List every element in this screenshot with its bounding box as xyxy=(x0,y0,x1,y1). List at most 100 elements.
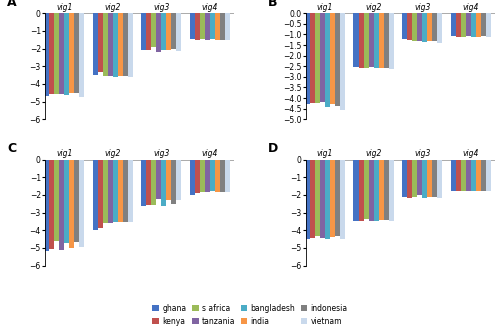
Bar xyxy=(172,160,176,204)
Bar xyxy=(80,160,84,247)
Bar xyxy=(315,160,320,236)
Bar xyxy=(407,160,412,198)
Bar xyxy=(364,160,368,219)
Bar xyxy=(460,13,466,37)
Bar xyxy=(335,160,340,236)
Bar xyxy=(407,13,412,40)
Bar xyxy=(195,160,200,193)
Bar xyxy=(378,160,384,220)
Bar xyxy=(417,13,422,41)
Text: B: B xyxy=(268,0,278,9)
Bar xyxy=(450,13,456,36)
Bar xyxy=(225,160,230,192)
Bar xyxy=(368,13,374,67)
Bar xyxy=(195,13,200,40)
Bar xyxy=(310,160,315,238)
Bar xyxy=(471,160,476,191)
Bar xyxy=(128,160,133,222)
Bar xyxy=(466,13,471,36)
Bar xyxy=(220,13,225,40)
Bar xyxy=(374,160,378,221)
Bar xyxy=(417,160,422,195)
Bar xyxy=(74,13,80,93)
Bar xyxy=(335,13,340,106)
Bar xyxy=(166,160,172,200)
Bar xyxy=(118,160,123,222)
Bar xyxy=(141,160,146,206)
Bar xyxy=(69,13,74,93)
Bar xyxy=(176,160,182,200)
Bar xyxy=(330,13,335,105)
Bar xyxy=(476,160,481,191)
Text: A: A xyxy=(7,0,17,9)
Bar xyxy=(476,13,481,37)
Bar xyxy=(54,160,59,241)
Legend: ghana, kenya, s africa, tanzania, bangladesh, india, indonesia, vietnam: ghana, kenya, s africa, tanzania, bangla… xyxy=(150,302,350,328)
Bar xyxy=(102,13,108,76)
Bar xyxy=(108,160,112,223)
Bar xyxy=(456,160,460,191)
Bar xyxy=(141,13,146,49)
Bar xyxy=(64,160,69,243)
Bar xyxy=(471,13,476,37)
Bar xyxy=(102,160,108,223)
Bar xyxy=(44,160,49,251)
Bar xyxy=(481,160,486,191)
Bar xyxy=(49,160,54,249)
Bar xyxy=(123,160,128,222)
Bar xyxy=(384,13,389,68)
Bar xyxy=(146,13,151,50)
Bar xyxy=(450,160,456,191)
Bar xyxy=(330,160,335,237)
Bar xyxy=(412,160,417,197)
Bar xyxy=(162,160,166,207)
Bar xyxy=(374,13,378,68)
Bar xyxy=(402,13,407,39)
Bar xyxy=(325,13,330,107)
Bar xyxy=(205,160,210,192)
Bar xyxy=(340,13,345,110)
Bar xyxy=(44,13,49,96)
Bar xyxy=(438,13,442,43)
Bar xyxy=(378,13,384,68)
Bar xyxy=(92,13,98,75)
Text: D: D xyxy=(268,142,278,155)
Bar xyxy=(162,13,166,50)
Bar xyxy=(402,160,407,197)
Bar xyxy=(54,13,59,94)
Bar xyxy=(210,160,215,191)
Bar xyxy=(59,13,64,94)
Bar xyxy=(146,160,151,205)
Bar xyxy=(305,13,310,105)
Bar xyxy=(305,160,310,239)
Bar xyxy=(215,160,220,192)
Bar xyxy=(389,160,394,221)
Bar xyxy=(118,13,123,76)
Bar xyxy=(69,160,74,248)
Bar xyxy=(432,160,438,197)
Bar xyxy=(456,13,460,37)
Bar xyxy=(460,160,466,191)
Bar xyxy=(156,160,162,199)
Bar xyxy=(49,13,54,94)
Bar xyxy=(151,160,156,205)
Text: C: C xyxy=(7,142,16,155)
Bar xyxy=(210,13,215,39)
Bar xyxy=(428,13,432,41)
Bar xyxy=(98,160,102,228)
Bar xyxy=(358,13,364,68)
Bar xyxy=(358,160,364,220)
Bar xyxy=(151,13,156,47)
Bar xyxy=(166,13,172,49)
Bar xyxy=(112,13,118,77)
Bar xyxy=(92,160,98,230)
Bar xyxy=(59,160,64,250)
Bar xyxy=(215,13,220,40)
Bar xyxy=(486,160,491,191)
Bar xyxy=(432,13,438,41)
Bar xyxy=(200,13,205,39)
Bar xyxy=(315,13,320,103)
Bar xyxy=(364,13,368,68)
Bar xyxy=(320,160,325,238)
Bar xyxy=(354,13,358,67)
